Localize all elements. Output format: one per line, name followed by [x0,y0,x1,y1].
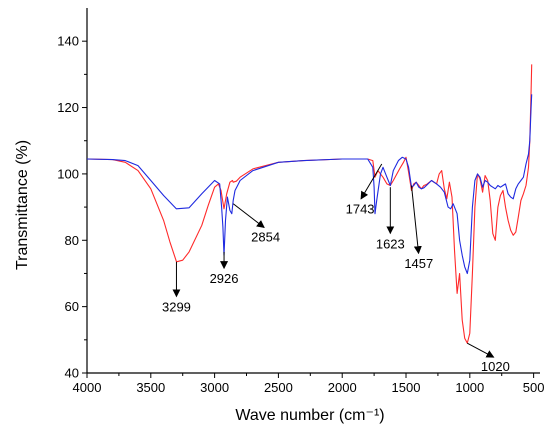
annotation-label: 2854 [251,230,280,245]
x-axis-title: Wave number (cm⁻¹) [235,407,384,424]
annotation-label: 1743 [346,201,375,216]
x-axis: 4000 3500 3000 2500 2000 1500 1000 500 [73,373,545,395]
series-line-2 [86,94,533,275]
annotation-label: 1623 [376,236,405,251]
annotation-arrow [467,342,495,358]
y-axis: 40 60 80 100 120 140 [57,34,87,381]
x-tick-label: 2000 [328,380,357,395]
series-layer [86,64,533,344]
plot-frame [86,8,540,374]
x-tick-label: 2500 [264,380,293,395]
x-tick-label: 500 [523,380,545,395]
series-line-1 [86,64,533,344]
annotation-label: 2926 [210,271,239,286]
annotation-label: 1020 [481,359,510,374]
y-axis-title: Transmittance (%) [14,140,31,270]
annotation-arrow [360,163,383,200]
y-tick-label: 100 [57,166,79,181]
y-tick-label: 60 [65,299,79,314]
x-tick-label: 1000 [455,380,484,395]
x-tick-label: 1500 [392,380,421,395]
y-tick-label: 40 [65,366,79,381]
annotation-label: 3299 [162,299,191,314]
y-tick-label: 120 [57,100,79,115]
x-tick-label: 3500 [136,380,165,395]
y-tick-label: 140 [57,34,79,49]
annotation-arrow [232,203,265,229]
y-tick-label: 80 [65,233,79,248]
x-tick-label: 4000 [73,380,102,395]
annotation-label: 1457 [404,256,433,271]
annotation-arrow [411,185,422,255]
annotation-layer: 3299 2926 2854 1743 1623 1457 1020 [162,163,510,374]
x-tick-label: 3000 [200,380,229,395]
